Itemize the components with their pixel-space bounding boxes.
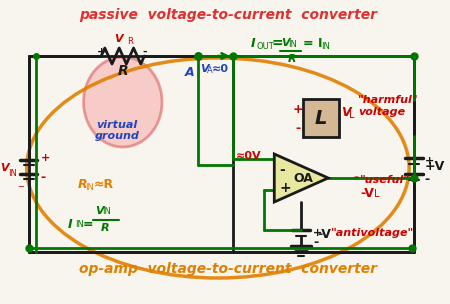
Text: +: + (425, 156, 434, 166)
Text: -: - (425, 173, 430, 186)
Text: R: R (127, 37, 133, 46)
Text: op-amp  voltage-to-current  converter: op-amp voltage-to-current converter (79, 262, 377, 276)
Text: -V: -V (317, 227, 331, 240)
Text: ≈0V: ≈0V (235, 151, 261, 161)
Text: V: V (95, 206, 104, 216)
Text: IN: IN (288, 40, 297, 49)
Text: ground: ground (94, 131, 140, 141)
Text: A: A (185, 66, 194, 79)
Text: +: + (40, 153, 50, 163)
Text: V: V (200, 64, 209, 74)
Text: R: R (101, 223, 110, 233)
Text: +: + (279, 181, 291, 195)
Text: =: = (83, 218, 93, 231)
Text: -V: -V (360, 187, 374, 200)
Text: "antivoltage": "antivoltage" (331, 228, 414, 238)
Text: L: L (374, 189, 379, 199)
Text: -: - (142, 47, 147, 57)
Ellipse shape (84, 57, 162, 147)
Text: voltage: voltage (358, 107, 405, 117)
Text: -: - (296, 122, 301, 135)
Text: I: I (68, 218, 72, 231)
Text: IN: IN (102, 207, 111, 216)
Text: OUT: OUT (256, 42, 274, 51)
Text: -: - (279, 163, 285, 177)
Text: ≈0: ≈0 (212, 64, 229, 74)
Text: "useful": "useful" (360, 175, 410, 185)
Text: V: V (282, 38, 290, 48)
Text: -: - (353, 171, 358, 185)
Text: "harmful": "harmful" (358, 95, 419, 105)
Text: R: R (117, 64, 128, 78)
Text: -: - (313, 236, 318, 249)
Text: virtual: virtual (96, 120, 138, 130)
Text: V: V (0, 163, 9, 173)
Text: IN: IN (321, 42, 330, 51)
Text: +: + (97, 47, 106, 57)
Text: R: R (288, 54, 296, 64)
Text: -: - (40, 171, 45, 184)
Text: V: V (342, 106, 351, 119)
Text: R: R (78, 178, 87, 192)
FancyBboxPatch shape (303, 99, 338, 137)
Text: passive  voltage-to-current  converter: passive voltage-to-current converter (79, 8, 377, 22)
Text: L: L (349, 110, 355, 120)
Text: OA: OA (293, 171, 313, 185)
Text: V: V (115, 34, 123, 44)
Text: IN: IN (75, 220, 84, 229)
Text: =: = (272, 36, 284, 50)
Text: = I: = I (303, 37, 323, 50)
Text: A: A (207, 66, 213, 75)
Text: +V: +V (425, 160, 445, 172)
Text: +: + (313, 228, 322, 238)
Text: L: L (315, 109, 327, 127)
Text: IN: IN (86, 182, 94, 192)
Text: +: + (293, 103, 304, 116)
Polygon shape (274, 154, 328, 202)
Text: I: I (250, 37, 255, 50)
Text: ≈R: ≈R (93, 178, 113, 192)
Text: _: _ (18, 177, 23, 187)
Text: IN: IN (8, 170, 17, 178)
